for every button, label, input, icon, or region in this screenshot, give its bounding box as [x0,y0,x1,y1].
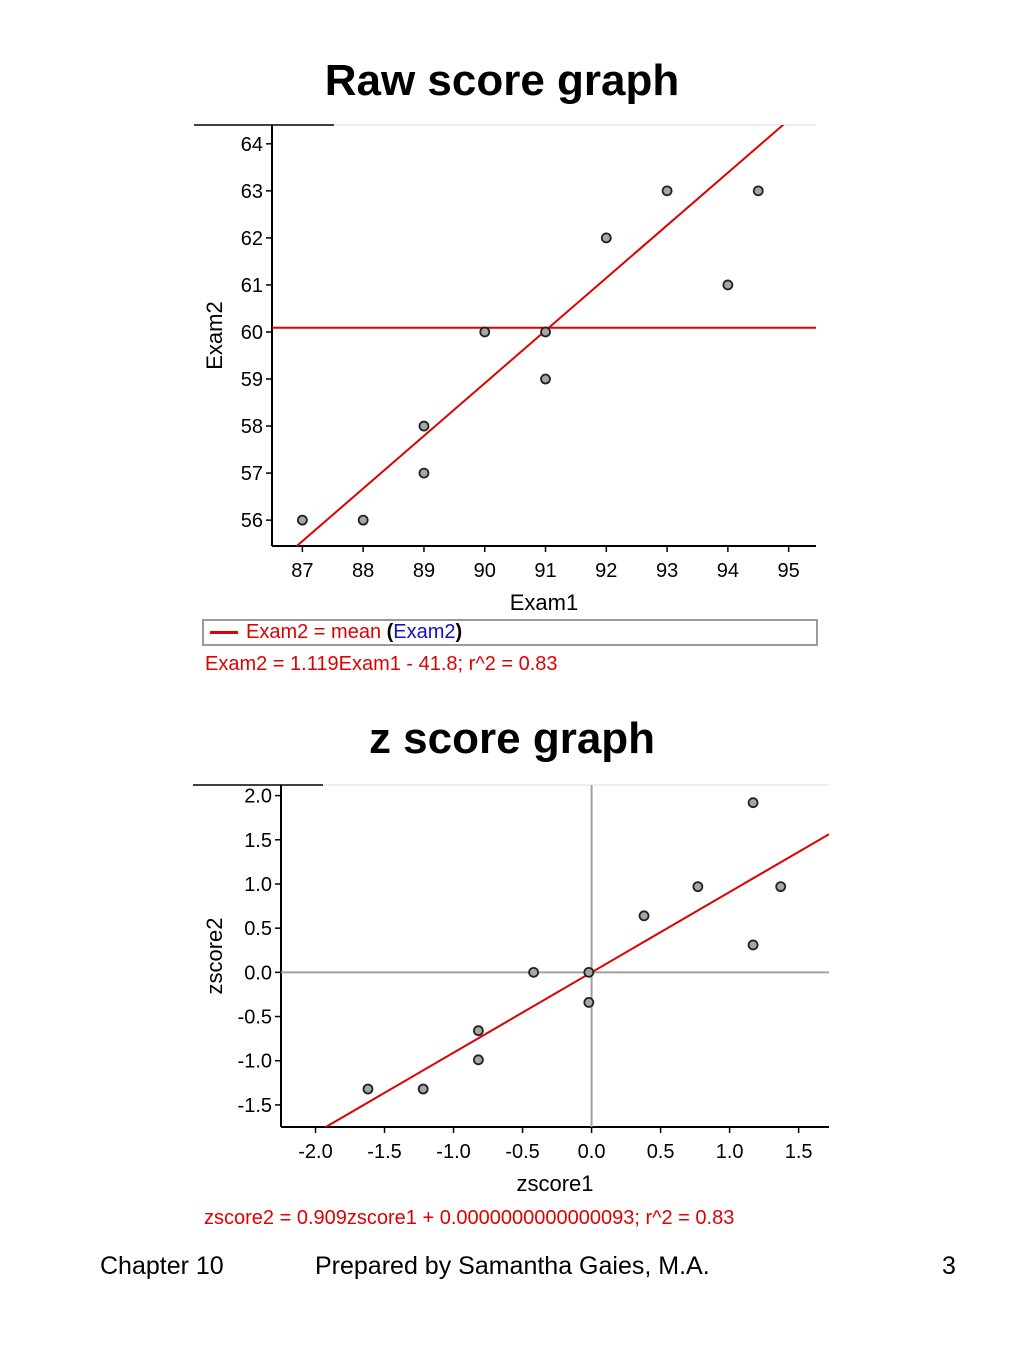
x-tick-label: 92 [595,560,617,582]
y-tick-label: 58 [241,416,263,438]
data-point [296,514,308,526]
chart-legend: Exam2 = mean (Exam2) [202,619,818,646]
y-tick-label: 2.0 [244,786,272,808]
data-point [661,185,673,197]
y-tick-label: -0.5 [238,1007,272,1029]
data-point [418,467,430,479]
data-point [638,910,650,922]
y-tick-label: 0.0 [244,962,272,984]
y-tick-label: 60 [241,322,263,344]
x-tick-label: 95 [778,560,800,582]
data-point [692,881,704,893]
data-point [417,1083,429,1095]
data-point [357,514,369,526]
x-tick-label: 1.0 [716,1141,744,1163]
y-tick-label: 1.5 [244,830,272,852]
x-tick-label: 87 [291,560,313,582]
data-point [540,373,551,385]
y-tick-label: -1.0 [238,1051,272,1073]
x-tick-label: 0.5 [647,1141,675,1163]
y-tick-label: 63 [241,181,263,203]
data-point [747,939,759,951]
raw-score-chart: 87 88 89 90 91 92 93 94 95 56 57 58 59 60 61 62 63 64 Exam… [194,124,816,615]
x-tick-label: 88 [352,560,374,582]
data-point [583,966,595,978]
legend-prefix: Exam2 = mean [246,621,387,643]
x-axis-label: zscore1 [516,1171,593,1196]
data-point [362,1083,374,1095]
data-point [722,279,734,291]
x-tick-label: 89 [413,560,435,582]
data-point [472,1025,484,1037]
y-tick-label: 61 [241,275,263,297]
y-tick-label: 0.5 [244,918,272,940]
data-point [418,420,430,432]
x-tick-label: 94 [717,560,739,582]
y-axis-label: Exam2 [202,301,227,369]
legend-open-paren: ( [386,621,394,643]
data-point [747,797,759,809]
y-tick-label: -1.5 [238,1095,272,1117]
x-tick-label: 93 [656,560,678,582]
data-point [540,326,551,338]
x-tick-label: -1.0 [436,1141,470,1163]
x-tick-label: 1.5 [785,1141,813,1163]
legend-line-swatch [210,631,238,634]
y-tick-label: 56 [241,510,263,532]
legend-label: Exam2 = mean (Exam2) [246,621,462,644]
data-point [775,881,787,893]
y-tick-label: 59 [241,369,263,391]
x-tick-label: -2.0 [298,1141,332,1163]
y-tick-label: 1.0 [244,874,272,896]
y-axis-label: zscore2 [202,917,227,994]
x-tick-label: 0.0 [578,1141,606,1163]
z-score-title: z score graph [368,714,656,763]
raw-regression-equation: Exam2 = 1.119Exam1 - 41.8; r^2 = 0.83 [205,653,558,675]
x-tick-label: -0.5 [505,1141,539,1163]
footer-author: Prepared by Samantha Gaies, M.A. [315,1252,710,1280]
z-regression-equation: zscore2 = 0.909zscore1 + 0.0000000000000… [204,1207,735,1229]
legend-var: Exam2 [393,621,456,643]
x-tick-label: 90 [474,560,496,582]
y-tick-label: 64 [241,134,263,156]
data-point [583,996,595,1008]
raw-score-title: Raw score graph [324,56,680,105]
y-tick-label: 57 [241,463,263,485]
data-point [600,232,612,244]
data-point [528,966,540,978]
data-point [752,185,764,197]
x-tick-label: 91 [534,560,556,582]
legend-close-paren: ) [455,621,463,643]
data-point [479,326,491,338]
footer-page-number: 3 [942,1252,956,1280]
y-tick-label: 62 [241,228,263,250]
x-tick-label: -1.5 [367,1141,401,1163]
footer-chapter: Chapter 10 [100,1252,224,1280]
regression-line [323,833,829,1127]
data-point [472,1054,484,1066]
x-axis-label: Exam1 [510,590,578,615]
